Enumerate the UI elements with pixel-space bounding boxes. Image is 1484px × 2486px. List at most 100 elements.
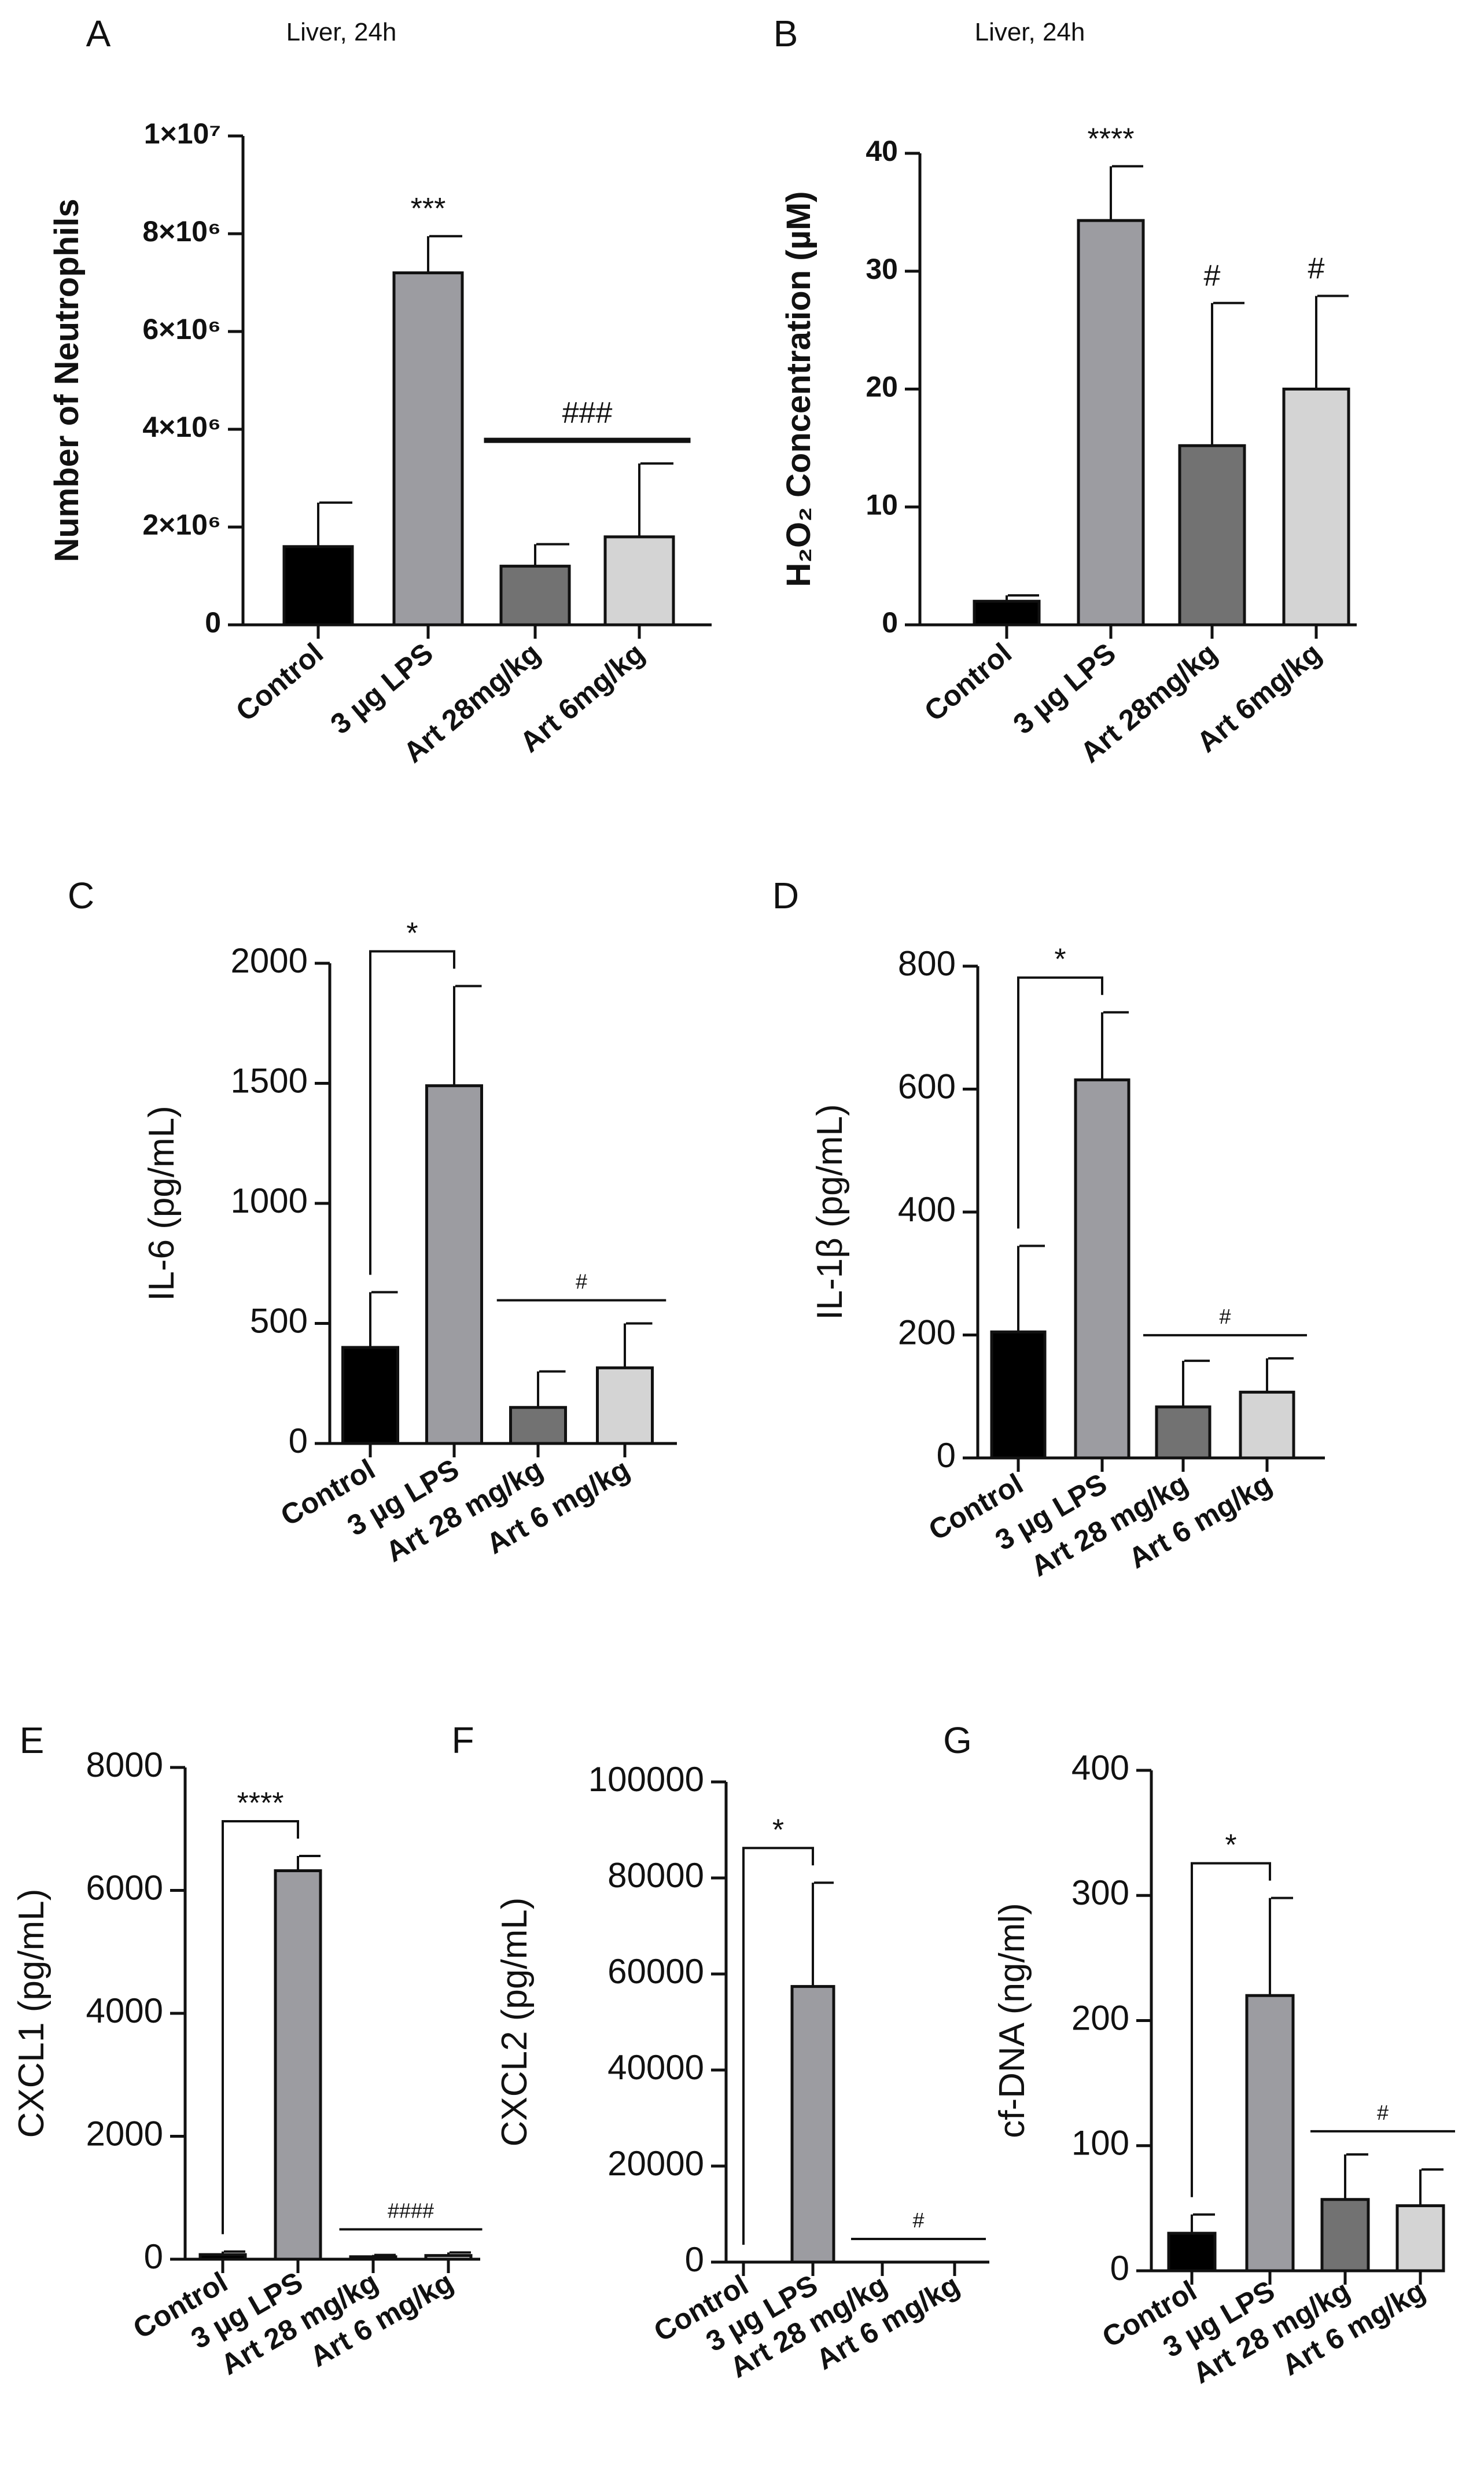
significance-label: **** bbox=[237, 1787, 284, 1820]
group-significance-label: # bbox=[1377, 2101, 1389, 2124]
panel-b: B Liver, 24h 0 10 20 30 40 H₂O₂ Concentration (… bbox=[774, 13, 1357, 769]
group-significance-label: # bbox=[576, 1270, 587, 1294]
bar-1 bbox=[1074, 1078, 1131, 1460]
bar-3 bbox=[1239, 1390, 1295, 1460]
y-axis-label: CXCL1 (pg/mL) bbox=[12, 1889, 51, 2138]
bar-1 bbox=[1245, 1994, 1295, 2273]
bar-0 bbox=[198, 2253, 247, 2261]
y-tick-label: 20000 bbox=[607, 2144, 704, 2183]
y-tick-label: 0 bbox=[937, 1436, 956, 1475]
y-tick-label: 8000 bbox=[86, 1745, 163, 1784]
panel-letter: G bbox=[943, 1719, 972, 1761]
bar-2 bbox=[509, 1406, 567, 1445]
panel-a: A Liver, 24h 0 2×10⁶ 4×10⁶ 6×10⁶ 8×10⁶ 1×10⁷ Num… bbox=[48, 13, 712, 769]
y-tick-label: 8×10⁶ bbox=[142, 215, 221, 248]
y-tick-label: 2000 bbox=[86, 2114, 163, 2153]
y-tick-label: 400 bbox=[1071, 1748, 1129, 1787]
y-tick-label: 0 bbox=[144, 2237, 163, 2276]
bar-0 bbox=[341, 1346, 399, 1445]
panel-letter: F bbox=[451, 1719, 474, 1761]
y-tick-label: 1500 bbox=[231, 1061, 308, 1100]
bar-2 bbox=[1178, 444, 1246, 627]
bar-3 bbox=[603, 535, 675, 627]
y-tick-label: 500 bbox=[250, 1301, 308, 1340]
y-tick-label: 6×10⁶ bbox=[142, 313, 221, 345]
y-axis-label: IL-1β (pg/mL) bbox=[810, 1104, 850, 1320]
y-tick-label: 4000 bbox=[86, 1991, 163, 2030]
y-tick-label: 300 bbox=[1071, 1873, 1129, 1912]
panel-f: F 0 20000 40000 60000 80000 100000 CXCL2 (pg/mL… bbox=[451, 1719, 989, 2384]
y-axis-label: H₂O₂ Concentration (µM) bbox=[780, 191, 818, 587]
panel-letter: C bbox=[68, 875, 94, 916]
y-tick-label: 0 bbox=[205, 606, 221, 639]
panel-letter: E bbox=[20, 1719, 45, 1761]
bar-0 bbox=[990, 1330, 1047, 1460]
significance-bracket bbox=[1191, 1862, 1271, 2197]
panel-letter: D bbox=[772, 875, 799, 916]
bar-1 bbox=[392, 271, 464, 627]
bar-1 bbox=[425, 1084, 483, 1445]
bar-2 bbox=[499, 565, 571, 627]
significance-bracket bbox=[369, 950, 455, 1275]
bar-2 bbox=[1320, 2198, 1370, 2273]
significance-label: * bbox=[772, 1813, 784, 1847]
y-tick-label: 6000 bbox=[86, 1868, 163, 1907]
significance-label: # bbox=[1204, 259, 1221, 293]
panel-title: Liver, 24h bbox=[975, 18, 1085, 46]
significance-label: *** bbox=[411, 192, 446, 226]
bar-3 bbox=[596, 1366, 654, 1445]
y-axis-label: cf-DNA (ng/ml) bbox=[992, 1903, 1032, 2138]
significance-bracket bbox=[1017, 976, 1103, 1229]
y-axis-label: CXCL2 (pg/mL) bbox=[495, 1898, 535, 2147]
significance-label: * bbox=[1225, 1829, 1236, 1862]
bar-3 bbox=[1282, 388, 1350, 627]
y-tick-label: 600 bbox=[898, 1067, 956, 1106]
panel-letter: A bbox=[86, 13, 111, 54]
y-tick-label: 0 bbox=[882, 606, 898, 639]
group-significance-label: # bbox=[912, 2208, 924, 2232]
y-tick-label: 20 bbox=[866, 371, 898, 403]
bar-0 bbox=[973, 599, 1041, 627]
bar-3 bbox=[1395, 2204, 1445, 2273]
bar-0 bbox=[282, 545, 354, 627]
bar-3 bbox=[424, 2254, 473, 2261]
y-tick-label: 400 bbox=[898, 1190, 956, 1229]
significance-label: # bbox=[1308, 252, 1325, 286]
significance-label: **** bbox=[1088, 122, 1135, 156]
y-tick-label: 80000 bbox=[607, 1856, 704, 1895]
x-tick-label-0: Control bbox=[918, 637, 1018, 728]
panel-title: Liver, 24h bbox=[286, 18, 397, 46]
y-tick-label: 60000 bbox=[607, 1952, 704, 1991]
bar-2 bbox=[1155, 1405, 1211, 1460]
group-significance-label: #### bbox=[388, 2198, 434, 2222]
significance-label: * bbox=[1054, 943, 1066, 977]
bar-0 bbox=[1167, 2231, 1217, 2273]
significance-label: * bbox=[406, 916, 418, 950]
y-tick-label: 1×10⁷ bbox=[144, 117, 221, 150]
y-tick-label: 0 bbox=[1110, 2249, 1129, 2288]
y-tick-label: 200 bbox=[898, 1313, 956, 1351]
y-tick-label: 800 bbox=[898, 944, 956, 983]
panel-letter: B bbox=[774, 13, 798, 54]
y-tick-label: 1000 bbox=[231, 1181, 308, 1220]
significance-bracket bbox=[222, 1820, 299, 2234]
y-tick-label: 100000 bbox=[588, 1760, 704, 1799]
y-tick-label: 4×10⁶ bbox=[142, 411, 221, 443]
bar-1 bbox=[1077, 219, 1145, 627]
y-tick-label: 100 bbox=[1071, 2124, 1129, 2163]
x-tick-label-0: Control bbox=[230, 637, 329, 728]
y-tick-label: 40000 bbox=[607, 2048, 704, 2087]
significance-bracket bbox=[742, 1847, 814, 2245]
bar-1 bbox=[274, 1869, 322, 2261]
group-significance-label: ### bbox=[562, 396, 613, 430]
y-tick-label: 30 bbox=[866, 253, 898, 285]
y-tick-label: 10 bbox=[866, 488, 898, 521]
y-tick-label: 0 bbox=[289, 1421, 308, 1460]
y-tick-label: 0 bbox=[685, 2240, 704, 2279]
bar-2 bbox=[349, 2255, 397, 2261]
y-tick-label: 2×10⁶ bbox=[142, 509, 221, 541]
